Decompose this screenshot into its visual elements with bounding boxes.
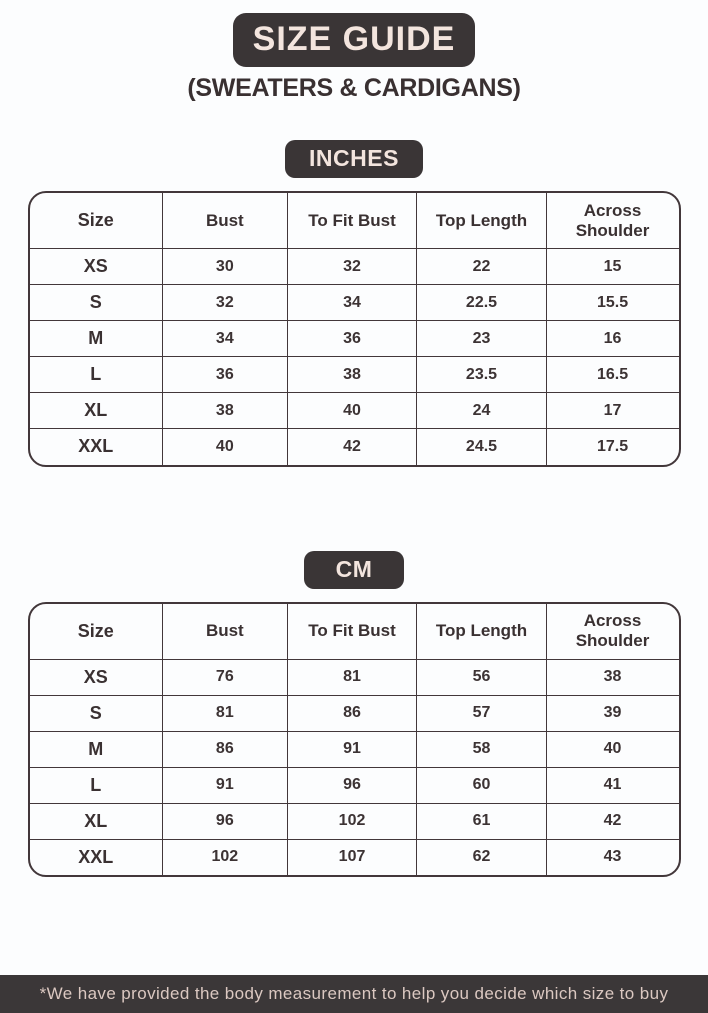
table-row-xs: XS 76 81 56 38 [29, 658, 679, 696]
size-table-cm: Size Bust To Fit Bust Top Length Across … [27, 601, 681, 877]
table-row-xs: XS 30 32 22 15 [29, 248, 679, 285]
size-label-cell: XXL [29, 428, 164, 465]
page-subtitle: (SWEATERS & CARDIGANS) [187, 74, 521, 102]
size-label-cell: S [29, 694, 164, 732]
table-cell: 38 [162, 392, 288, 429]
table-cell: 16.5 [545, 356, 679, 393]
unit-badge-inches: INCHES [285, 140, 423, 178]
table-cell: 76 [162, 658, 288, 696]
table-cell: 96 [162, 802, 288, 840]
table-cell: 15 [545, 248, 679, 285]
footnote-bar: *We have provided the body measurement t… [0, 975, 708, 1013]
table-cell: 24.5 [416, 428, 547, 465]
table-row-m: M 86 91 58 40 [29, 730, 679, 768]
table-cell: 36 [162, 356, 288, 393]
size-label-cell: L [29, 356, 164, 393]
table-cell: 32 [162, 284, 288, 321]
table-cell: 57 [416, 694, 547, 732]
table-cell: 17 [545, 392, 679, 429]
table-row-xxl: XXL 40 42 24.5 17.5 [29, 428, 679, 465]
table-cell: 62 [416, 838, 547, 875]
table-cell: 43 [545, 838, 679, 875]
table-row-s: S 32 34 22.5 15.5 [29, 284, 679, 321]
column-header-size: Size [29, 603, 164, 660]
table-cell: 61 [416, 802, 547, 840]
table-cell: 40 [162, 428, 288, 465]
table-cell: 24 [416, 392, 547, 429]
size-label-cell: XXL [29, 838, 164, 875]
column-header-to-fit-bust: To Fit Bust [286, 193, 418, 249]
column-header-to-fit-bust: To Fit Bust [286, 603, 418, 660]
table-cell: 42 [286, 428, 418, 465]
table-cell: 41 [545, 766, 679, 804]
table-row-xl: XL 96 102 61 42 [29, 802, 679, 840]
column-header-across-shoulder: Across Shoulder [545, 193, 679, 249]
table-cell: 91 [162, 766, 288, 804]
table-cell: 34 [286, 284, 418, 321]
size-label-cell: M [29, 730, 164, 768]
table-cell: 30 [162, 248, 288, 285]
table-cell: 107 [286, 838, 418, 875]
table-cell: 102 [162, 838, 288, 875]
table-cell: 16 [545, 320, 679, 357]
size-label-cell: XL [29, 392, 164, 429]
size-label-cell: XS [29, 658, 164, 696]
table-cell: 40 [286, 392, 418, 429]
table-cell: 58 [416, 730, 547, 768]
table-cell: 86 [286, 694, 418, 732]
size-label-cell: S [29, 284, 164, 321]
size-label-cell: M [29, 320, 164, 357]
table-cell: 40 [545, 730, 679, 768]
table-cell: 36 [286, 320, 418, 357]
table-header-row: Size Bust To Fit Bust Top Length Across … [29, 193, 679, 249]
table-cell: 91 [286, 730, 418, 768]
table-cell: 22 [416, 248, 547, 285]
table-row-l: L 91 96 60 41 [29, 766, 679, 804]
column-header-across-shoulder: Across Shoulder [545, 603, 679, 660]
table-cell: 38 [286, 356, 418, 393]
table-row-l: L 36 38 23.5 16.5 [29, 356, 679, 393]
table-cell: 34 [162, 320, 288, 357]
table-cell: 42 [545, 802, 679, 840]
column-header-top-length: Top Length [416, 193, 547, 249]
table-cell: 32 [286, 248, 418, 285]
table-row-s: S 81 86 57 39 [29, 694, 679, 732]
page-title: SIZE GUIDE [232, 13, 476, 67]
table-cell: 81 [162, 694, 288, 732]
table-cell: 56 [416, 658, 547, 696]
table-cell: 102 [286, 802, 418, 840]
column-header-bust: Bust [162, 193, 288, 249]
size-label-cell: XL [29, 802, 164, 840]
table-cell: 60 [416, 766, 547, 804]
size-label-cell: L [29, 766, 164, 804]
column-header-top-length: Top Length [416, 603, 547, 660]
table-cell: 38 [545, 658, 679, 696]
size-table-inches: Size Bust To Fit Bust Top Length Across … [27, 191, 681, 467]
size-label-cell: XS [29, 248, 164, 285]
table-cell: 81 [286, 658, 418, 696]
unit-badge-cm: CM [303, 550, 405, 589]
table-cell: 96 [286, 766, 418, 804]
table-cell: 23.5 [416, 356, 547, 393]
table-row-m: M 34 36 23 16 [29, 320, 679, 357]
table-cell: 15.5 [545, 284, 679, 321]
table-row-xxl: XXL 102 107 62 43 [29, 838, 679, 875]
table-cell: 23 [416, 320, 547, 357]
table-cell: 39 [545, 694, 679, 732]
table-cell: 22.5 [416, 284, 547, 321]
table-cell: 17.5 [545, 428, 679, 465]
table-cell: 86 [162, 730, 288, 768]
column-header-size: Size [29, 193, 164, 249]
column-header-bust: Bust [162, 603, 288, 660]
table-row-xl: XL 38 40 24 17 [29, 392, 679, 429]
table-header-row: Size Bust To Fit Bust Top Length Across … [29, 603, 679, 660]
